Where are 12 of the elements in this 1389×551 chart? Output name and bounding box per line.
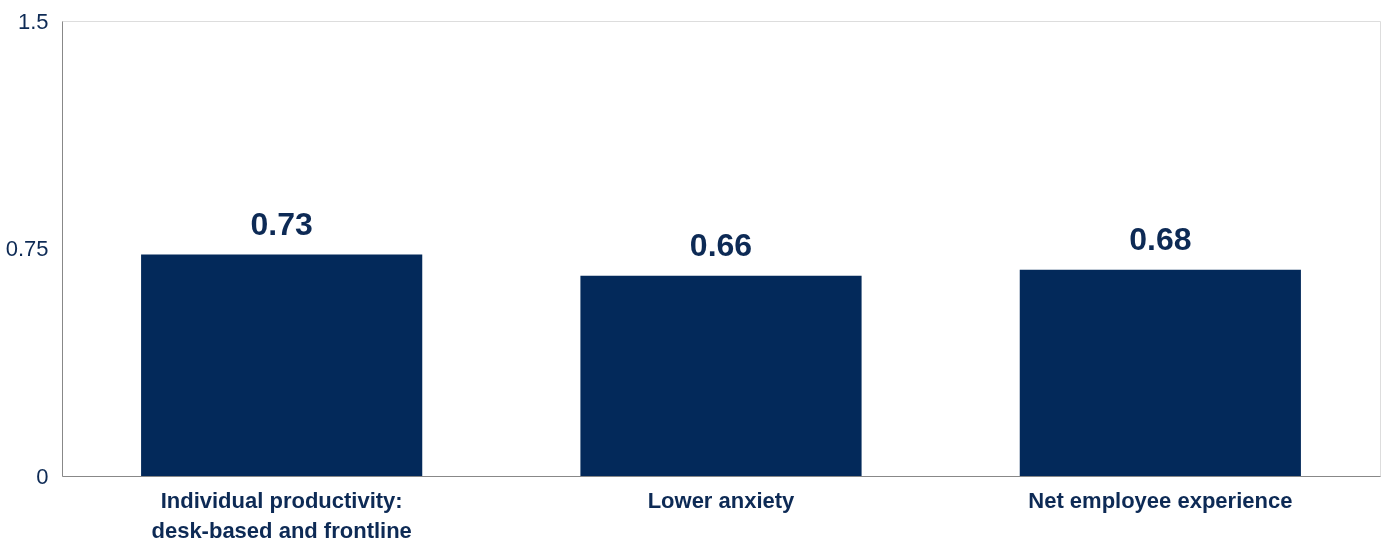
data-label: 0.66: [689, 226, 753, 263]
x-tick-label: Lower anxiety: [647, 487, 796, 513]
bar: [1019, 269, 1301, 476]
data-label: 0.73: [250, 205, 313, 242]
y-tick-label: 0: [36, 463, 49, 489]
bar: [580, 275, 862, 476]
x-tick-label: Net employee experience: [1028, 487, 1293, 513]
data-label: 0.68: [1129, 220, 1192, 257]
bar: [141, 254, 423, 476]
x-tick-label: Individual productivity: desk-based and frontline: [151, 487, 412, 543]
y-tick-label: 1.5: [17, 8, 49, 34]
y-tick-label: 0.75: [5, 236, 49, 261]
